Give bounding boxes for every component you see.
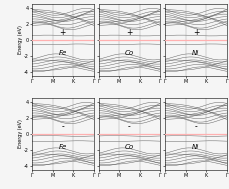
Text: Co: Co bbox=[125, 50, 134, 56]
Text: Fe: Fe bbox=[59, 144, 67, 150]
Text: Fe: Fe bbox=[59, 50, 67, 56]
Text: -: - bbox=[128, 122, 131, 131]
Y-axis label: Energy (eV): Energy (eV) bbox=[18, 119, 23, 148]
Text: -: - bbox=[195, 122, 197, 131]
Text: +: + bbox=[60, 28, 66, 37]
Text: -: - bbox=[61, 122, 64, 131]
Text: +: + bbox=[126, 28, 133, 37]
Text: Co: Co bbox=[125, 144, 134, 150]
Text: Ni: Ni bbox=[192, 50, 199, 56]
Y-axis label: Energy (eV): Energy (eV) bbox=[18, 26, 23, 54]
Text: Ni: Ni bbox=[192, 144, 199, 150]
Text: +: + bbox=[193, 28, 199, 37]
